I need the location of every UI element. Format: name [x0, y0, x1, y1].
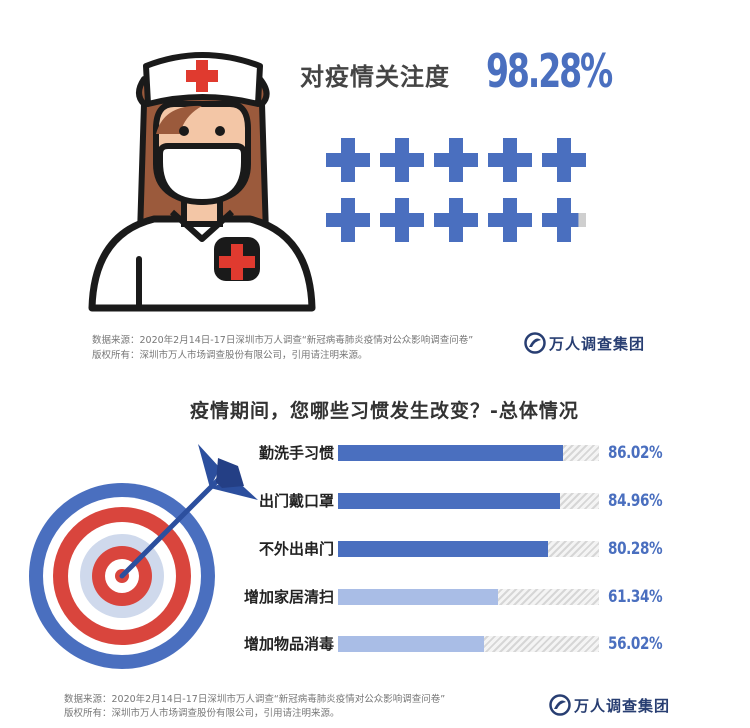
logo-icon [549, 694, 571, 716]
concern-cross-icon [380, 198, 424, 242]
bar [338, 541, 548, 557]
bar-track [338, 493, 599, 509]
data-source-line: 数据来源：2020年2月14日-17日深圳市万人调查“新冠病毒肺炎疫情对公众影响… [92, 335, 474, 346]
chart-title: 疫情期间，您哪些习惯发生改变？-总体情况 [190, 400, 579, 422]
bar-track [338, 541, 599, 557]
logo-text: 万人调查集团 [574, 696, 671, 715]
copyright-line: 版权所有：深圳市万人市场调查股份有限公司，引用请注明来源。 [92, 350, 368, 361]
concern-cross-icon [488, 198, 532, 242]
logo-icon [524, 332, 546, 354]
bar-value-label: 84.96% [608, 491, 663, 511]
logo-text: 万人调查集团 [549, 334, 646, 353]
bar-category-label: 出门戴口罩 [258, 492, 334, 510]
company-logo: 万人调查集团 [524, 332, 645, 354]
data-source-note: 数据来源：2020年2月14日-17日深圳市万人调查“新冠病毒肺炎疫情对公众影响… [92, 333, 473, 363]
bar [338, 493, 560, 509]
bar-value-label: 61.34% [608, 587, 663, 607]
bar-track [338, 636, 599, 652]
bar-category-label: 增加物品消毒 [243, 635, 334, 653]
bar [338, 636, 485, 652]
bar-category-label: 增加家居清扫 [243, 588, 334, 606]
data-source-line: 数据来源：2020年2月14日-17日深圳市万人调查“新冠病毒肺炎疫情对公众影响… [64, 694, 446, 705]
bar-value-label: 80.28% [608, 539, 663, 559]
concern-cross-icon [488, 138, 532, 182]
bar-row: 增加家居清扫 61.34% [0, 585, 750, 609]
bar-value-label: 56.02% [608, 634, 663, 654]
concern-cross-icon [434, 198, 478, 242]
bar [338, 445, 563, 461]
concern-cross-pictogram [326, 138, 586, 242]
bar-track [338, 589, 599, 605]
concern-cross-icon [380, 138, 424, 182]
copyright-line: 版权所有：深圳市万人市场调查股份有限公司，引用请注明来源。 [64, 708, 340, 719]
bar-row: 出门戴口罩 84.96% [0, 489, 750, 513]
target-arrow-illustration [29, 444, 258, 669]
nurse-illustration [88, 52, 316, 312]
bar-row: 勤洗手习惯 86.02% [0, 441, 750, 465]
bar-row: 增加物品消毒 56.02% [0, 632, 750, 656]
concern-cross-icon [542, 138, 586, 182]
bar-category-label: 不外出串门 [258, 540, 334, 558]
bar-value-label: 86.02% [608, 443, 663, 463]
bar-category-label: 勤洗手习惯 [258, 444, 334, 462]
concern-cross-icon [434, 138, 478, 182]
concern-label: 对疫情关注度 [300, 63, 450, 91]
concern-cross-icon [326, 138, 370, 182]
data-source-note-bottom: 数据来源：2020年2月14日-17日深圳市万人调查“新冠病毒肺炎疫情对公众影响… [64, 693, 445, 721]
bar [338, 589, 499, 605]
bar-track [338, 445, 599, 461]
concern-cross-icon [326, 198, 370, 242]
bar-row: 不外出串门 80.28% [0, 537, 750, 561]
concern-value: 98.28% [486, 44, 613, 98]
concern-cross-icon [542, 198, 586, 242]
company-logo-bottom: 万人调查集团 [549, 694, 670, 716]
